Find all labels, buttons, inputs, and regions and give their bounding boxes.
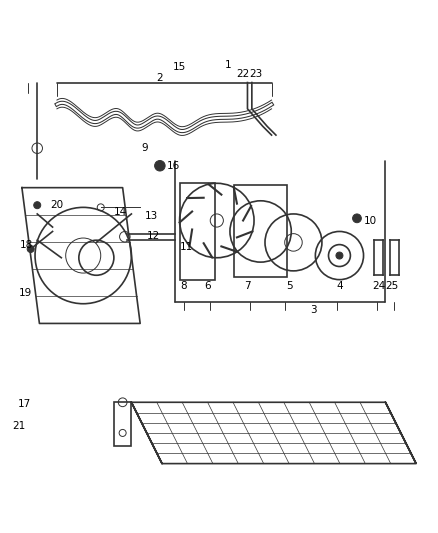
Text: 4: 4 (336, 281, 343, 291)
Circle shape (353, 214, 361, 223)
Text: 2: 2 (156, 73, 163, 83)
Text: 20: 20 (50, 200, 64, 210)
Text: 24: 24 (372, 281, 385, 291)
Text: 16: 16 (166, 161, 180, 171)
Text: 9: 9 (141, 143, 148, 154)
Text: 5: 5 (286, 281, 293, 291)
Text: 10: 10 (364, 215, 377, 225)
Text: 6: 6 (205, 281, 212, 291)
Text: 19: 19 (18, 288, 32, 298)
Circle shape (34, 201, 41, 209)
Text: 12: 12 (147, 231, 160, 241)
Text: 15: 15 (173, 62, 186, 72)
Circle shape (336, 252, 343, 259)
Bar (114, 402, 131, 446)
Circle shape (155, 160, 165, 171)
Text: 1: 1 (224, 60, 231, 70)
Text: 17: 17 (18, 399, 31, 409)
Text: 8: 8 (180, 281, 187, 291)
Text: 18: 18 (20, 240, 33, 249)
Text: 3: 3 (310, 305, 317, 316)
Text: 22: 22 (237, 69, 250, 79)
Circle shape (27, 246, 34, 253)
Text: 23: 23 (250, 69, 263, 79)
Text: 11: 11 (180, 242, 193, 252)
Text: 13: 13 (145, 211, 158, 221)
Bar (234, 185, 287, 278)
Text: 7: 7 (244, 281, 251, 291)
Text: 14: 14 (114, 207, 127, 217)
Text: 25: 25 (385, 281, 399, 291)
Text: 21: 21 (12, 422, 25, 431)
Bar (180, 183, 215, 280)
